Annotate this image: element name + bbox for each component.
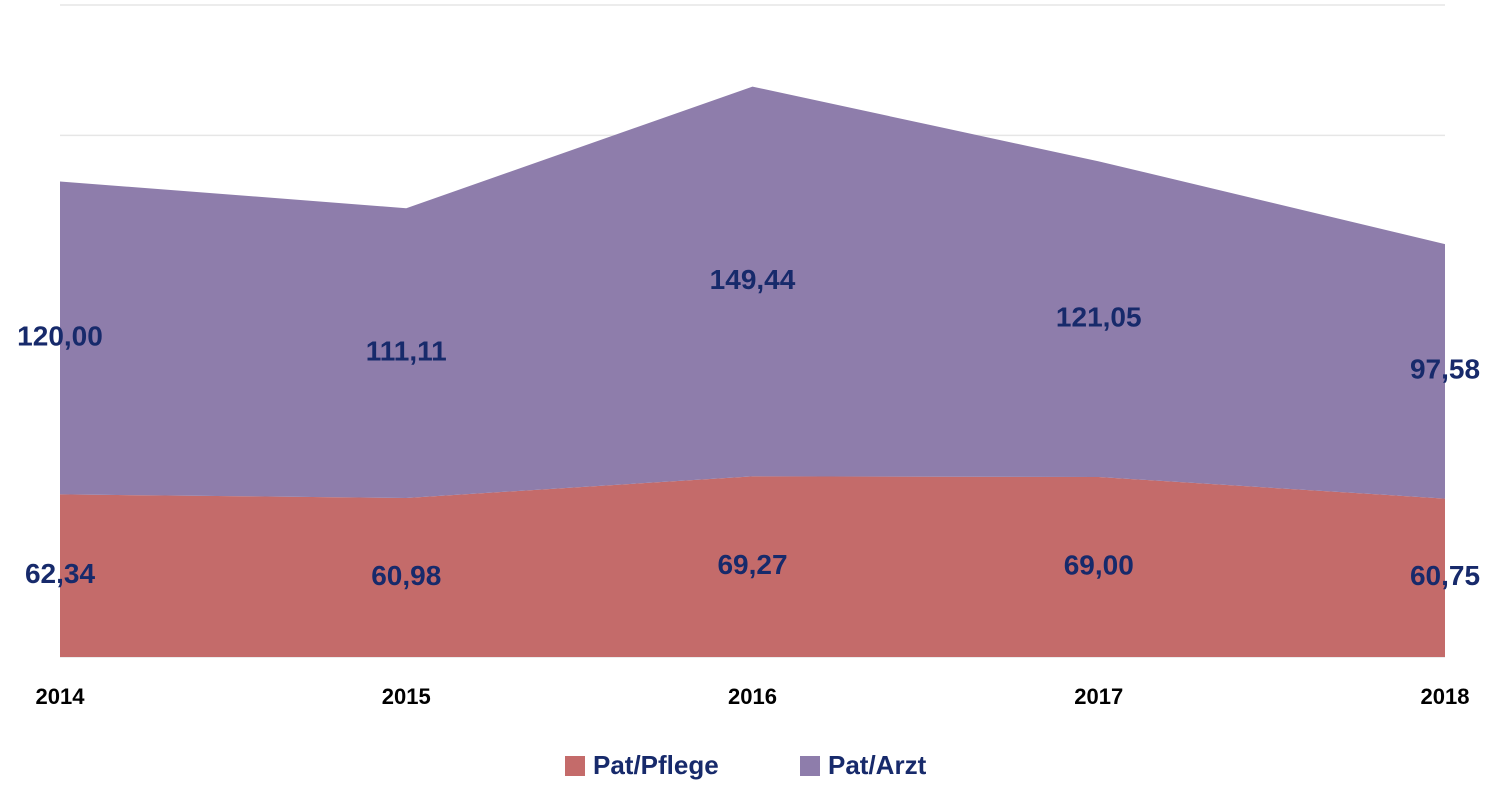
- data-label: 69,00: [1064, 549, 1134, 580]
- data-label: 97,58: [1410, 354, 1480, 385]
- data-label: 62,34: [25, 558, 95, 589]
- data-label: 69,27: [717, 549, 787, 580]
- data-label: 121,05: [1056, 302, 1142, 333]
- area: [60, 86, 1445, 499]
- data-label: 120,00: [17, 320, 103, 351]
- x-tick-label: 2018: [1421, 684, 1470, 709]
- data-label: 111,11: [366, 335, 447, 366]
- x-tick-label: 2016: [728, 684, 777, 709]
- data-label: 60,75: [1410, 560, 1480, 591]
- data-label: 60,98: [371, 560, 441, 591]
- area: [60, 476, 1445, 657]
- legend-swatch: [565, 756, 585, 776]
- data-label: 149,44: [710, 264, 796, 295]
- x-tick-label: 2014: [36, 684, 86, 709]
- legend-label: Pat/Arzt: [828, 750, 927, 780]
- legend-swatch: [800, 756, 820, 776]
- x-tick-label: 2017: [1074, 684, 1123, 709]
- x-tick-label: 2015: [382, 684, 431, 709]
- legend-label: Pat/Pflege: [593, 750, 719, 780]
